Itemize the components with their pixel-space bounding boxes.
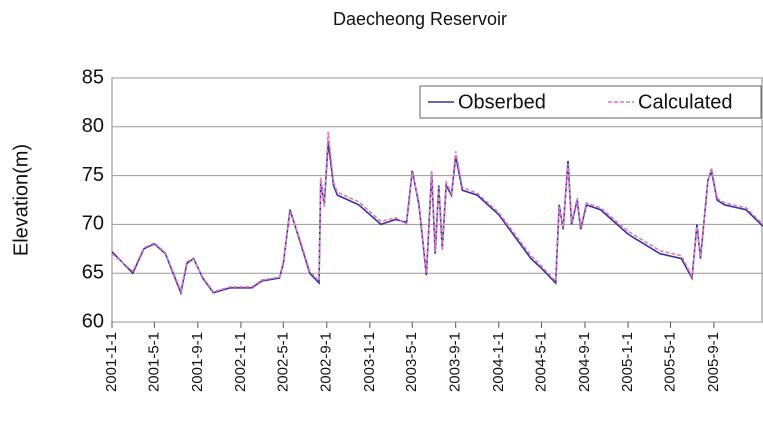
x-tick-label: 2003-1-1 xyxy=(361,332,378,392)
y-tick-label: 75 xyxy=(82,164,104,186)
plot-area xyxy=(111,77,763,323)
x-tick-label: 2001-1-1 xyxy=(103,332,120,392)
y-tick-label: 60 xyxy=(82,310,104,332)
x-tick-label: 2005-5-1 xyxy=(661,332,678,392)
x-tick-label: 2004-5-1 xyxy=(532,332,549,392)
x-tick-label: 2005-1-1 xyxy=(619,332,636,392)
y-tick-label: 85 xyxy=(82,66,104,88)
x-tick-label: 2002-5-1 xyxy=(274,332,291,392)
x-tick-label: 2005-9-1 xyxy=(705,332,722,392)
x-tick-label: 2002-1-1 xyxy=(232,332,249,392)
y-tick-label: 70 xyxy=(82,213,104,235)
x-tick-label: 2002-9-1 xyxy=(318,332,335,392)
x-tick-label: 2001-9-1 xyxy=(189,332,206,392)
x-tick-label: 2003-5-1 xyxy=(403,332,420,392)
x-tick-label: 2004-1-1 xyxy=(490,332,507,392)
chart-title: Daecheong Reservoir xyxy=(333,9,507,29)
legend-box xyxy=(419,85,762,119)
y-tick-label: 80 xyxy=(82,115,104,137)
y-axis-label: Elevation(m) xyxy=(10,144,32,256)
y-tick-label: 65 xyxy=(82,261,104,283)
legend-label: Calculated xyxy=(638,91,733,113)
legend-label: Obserbed xyxy=(458,91,546,113)
x-tick-label: 2003-9-1 xyxy=(447,332,464,392)
x-tick-label: 2001-5-1 xyxy=(145,332,162,392)
x-tick-label: 2004-9-1 xyxy=(576,332,593,392)
series-line xyxy=(111,131,763,294)
